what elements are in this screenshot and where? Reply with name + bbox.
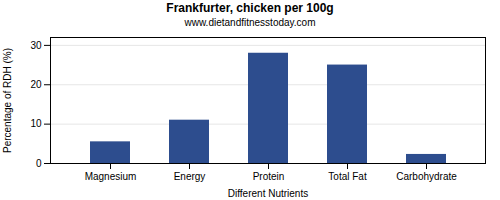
html-text:www.dietandfitnesstoday.com: www.dietandfitnesstoday.com	[184, 17, 316, 28]
svg-text:Different Nutrients: Different Nutrients	[228, 188, 308, 199]
svg-text:Magnesium: Magnesium	[85, 171, 137, 182]
svg-text:20: 20	[30, 79, 42, 90]
svg-text:10: 10	[30, 118, 42, 129]
svg-text:Percentage of RDH (%): Percentage of RDH (%)	[2, 48, 13, 153]
svg-text:Energy: Energy	[174, 171, 206, 182]
svg-text:0: 0	[36, 158, 42, 169]
html-text:Frankfurter, chicken per 100g: Frankfurter, chicken per 100g	[166, 1, 334, 15]
svg-text:30: 30	[30, 40, 42, 51]
svg-text:Protein: Protein	[253, 171, 285, 182]
svg-text:Carbohydrate: Carbohydrate	[396, 171, 457, 182]
svg-text:Total Fat: Total Fat	[328, 171, 367, 182]
